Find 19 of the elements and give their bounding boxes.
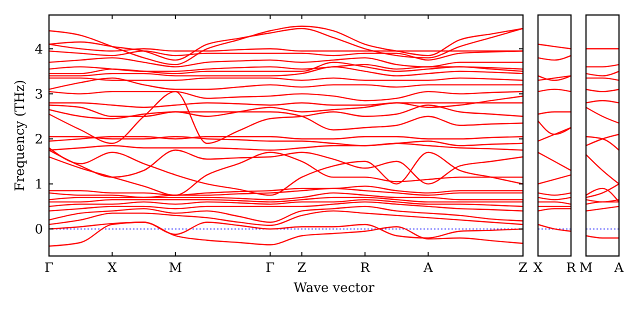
y-tick-label: 4 xyxy=(34,42,43,58)
x-tick-label: Z xyxy=(297,261,306,276)
y-tick-label: 2 xyxy=(34,132,43,148)
x-tick-label: A xyxy=(422,261,434,276)
x-tick-label: A xyxy=(613,261,624,276)
x-tick-label: M xyxy=(579,261,593,276)
y-tick-label: 0 xyxy=(34,222,43,238)
x-tick-label: Z xyxy=(518,261,528,276)
x-axis-title: Wave vector xyxy=(294,281,376,296)
x-tick-label: Γ xyxy=(44,261,54,276)
x-tick-label: R xyxy=(360,261,372,276)
x-tick-label: R xyxy=(566,261,578,276)
x-tick-label: M xyxy=(168,261,182,276)
y-tick-label: 1 xyxy=(34,177,43,192)
x-tick-label: X xyxy=(108,261,118,276)
y-tick-label: 3 xyxy=(34,87,43,102)
y-axis-title: Frequency (THz) xyxy=(13,80,28,192)
x-tick-label: X xyxy=(533,261,544,276)
x-tick-label: Γ xyxy=(266,261,275,276)
